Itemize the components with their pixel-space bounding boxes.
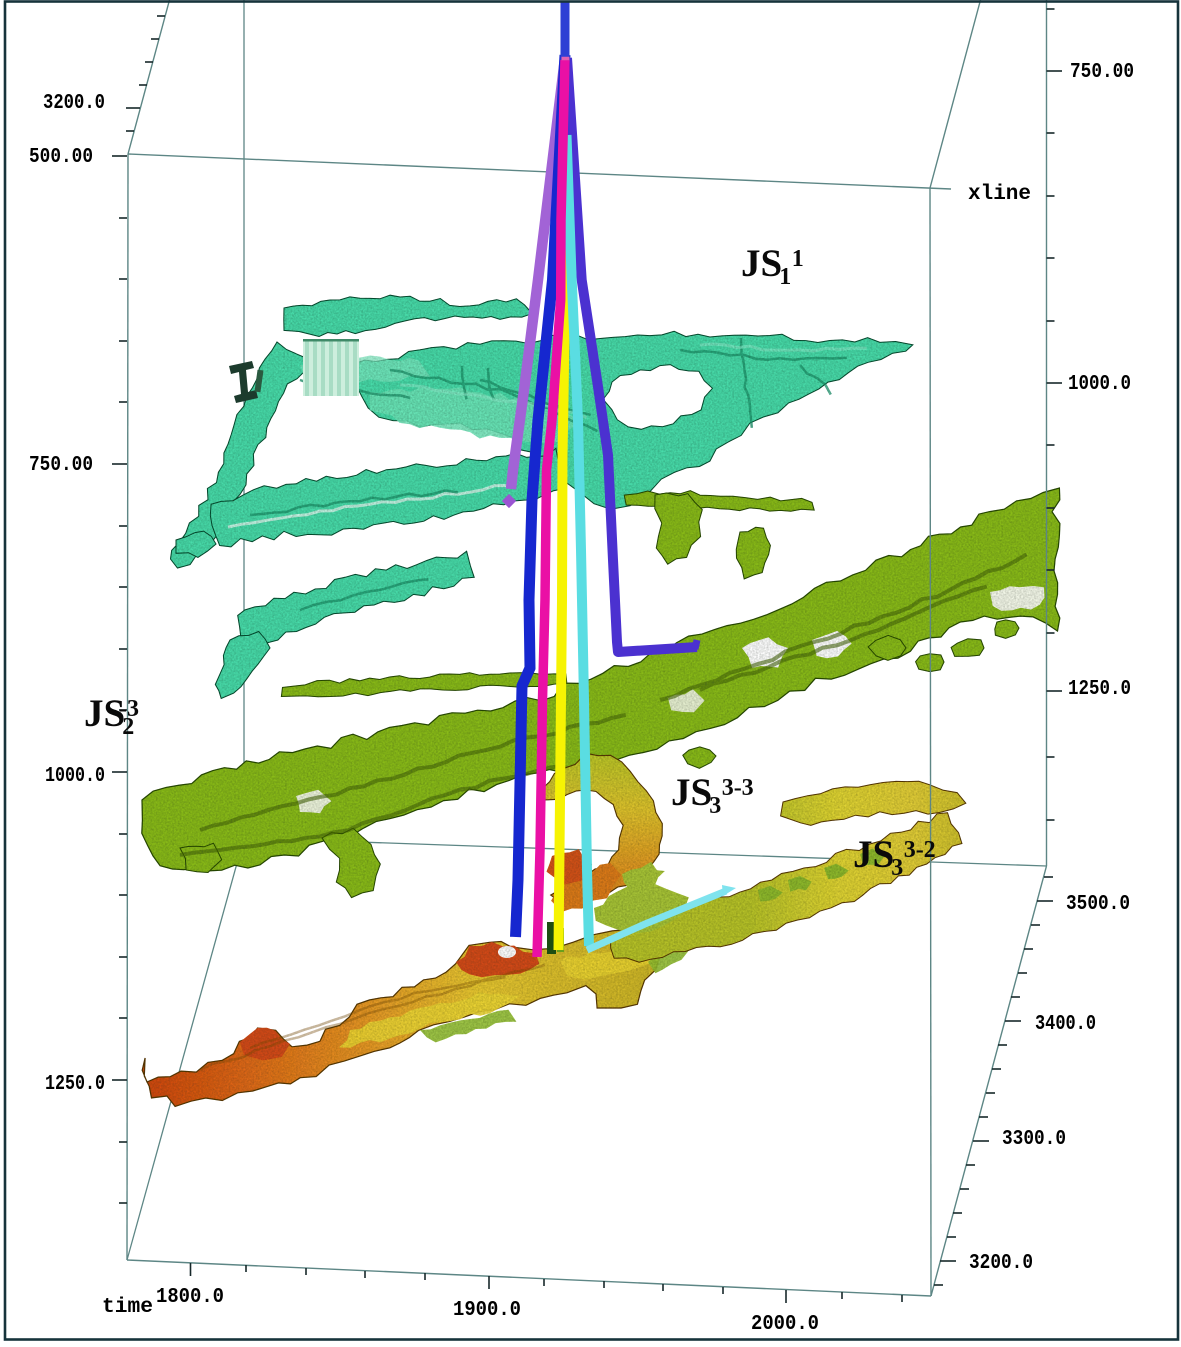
svg-text:3-3: 3-3 [722, 775, 754, 801]
svg-text:xline: xline [968, 183, 1031, 206]
svg-text:1: 1 [792, 246, 804, 272]
svg-text:3500.0: 3500.0 [1066, 893, 1130, 916]
svg-text:JS: JS [84, 692, 125, 735]
svg-text:JS: JS [741, 242, 782, 285]
svg-text:1250.0: 1250.0 [45, 1073, 105, 1096]
svg-text:1: 1 [779, 264, 791, 290]
svg-text:1000.0: 1000.0 [1068, 373, 1131, 396]
svg-text:1800.0: 1800.0 [156, 1286, 224, 1309]
svg-text:2: 2 [122, 714, 134, 740]
svg-text:500.00: 500.00 [29, 146, 93, 169]
svg-text:3200.0: 3200.0 [969, 1252, 1033, 1275]
svg-text:3400.0: 3400.0 [1035, 1013, 1096, 1036]
svg-text:750.00: 750.00 [29, 454, 93, 477]
svg-text:-3: -3 [119, 696, 139, 722]
svg-text:1000.0: 1000.0 [45, 765, 105, 788]
svg-text:3200.0: 3200.0 [43, 92, 105, 115]
svg-text:750.00: 750.00 [1070, 61, 1134, 84]
svg-text:3: 3 [709, 793, 721, 819]
svg-text:2000.0: 2000.0 [751, 1313, 819, 1336]
svg-text:1900.0: 1900.0 [453, 1299, 521, 1322]
svg-text:1250.0: 1250.0 [1068, 678, 1131, 701]
svg-text:JS: JS [671, 771, 712, 814]
svg-text:JS: JS [853, 833, 894, 876]
svg-text:3300.0: 3300.0 [1002, 1128, 1066, 1151]
svg-text:time: time [102, 1296, 153, 1319]
svg-text:3: 3 [891, 855, 903, 881]
svg-text:3-2: 3-2 [904, 837, 936, 863]
